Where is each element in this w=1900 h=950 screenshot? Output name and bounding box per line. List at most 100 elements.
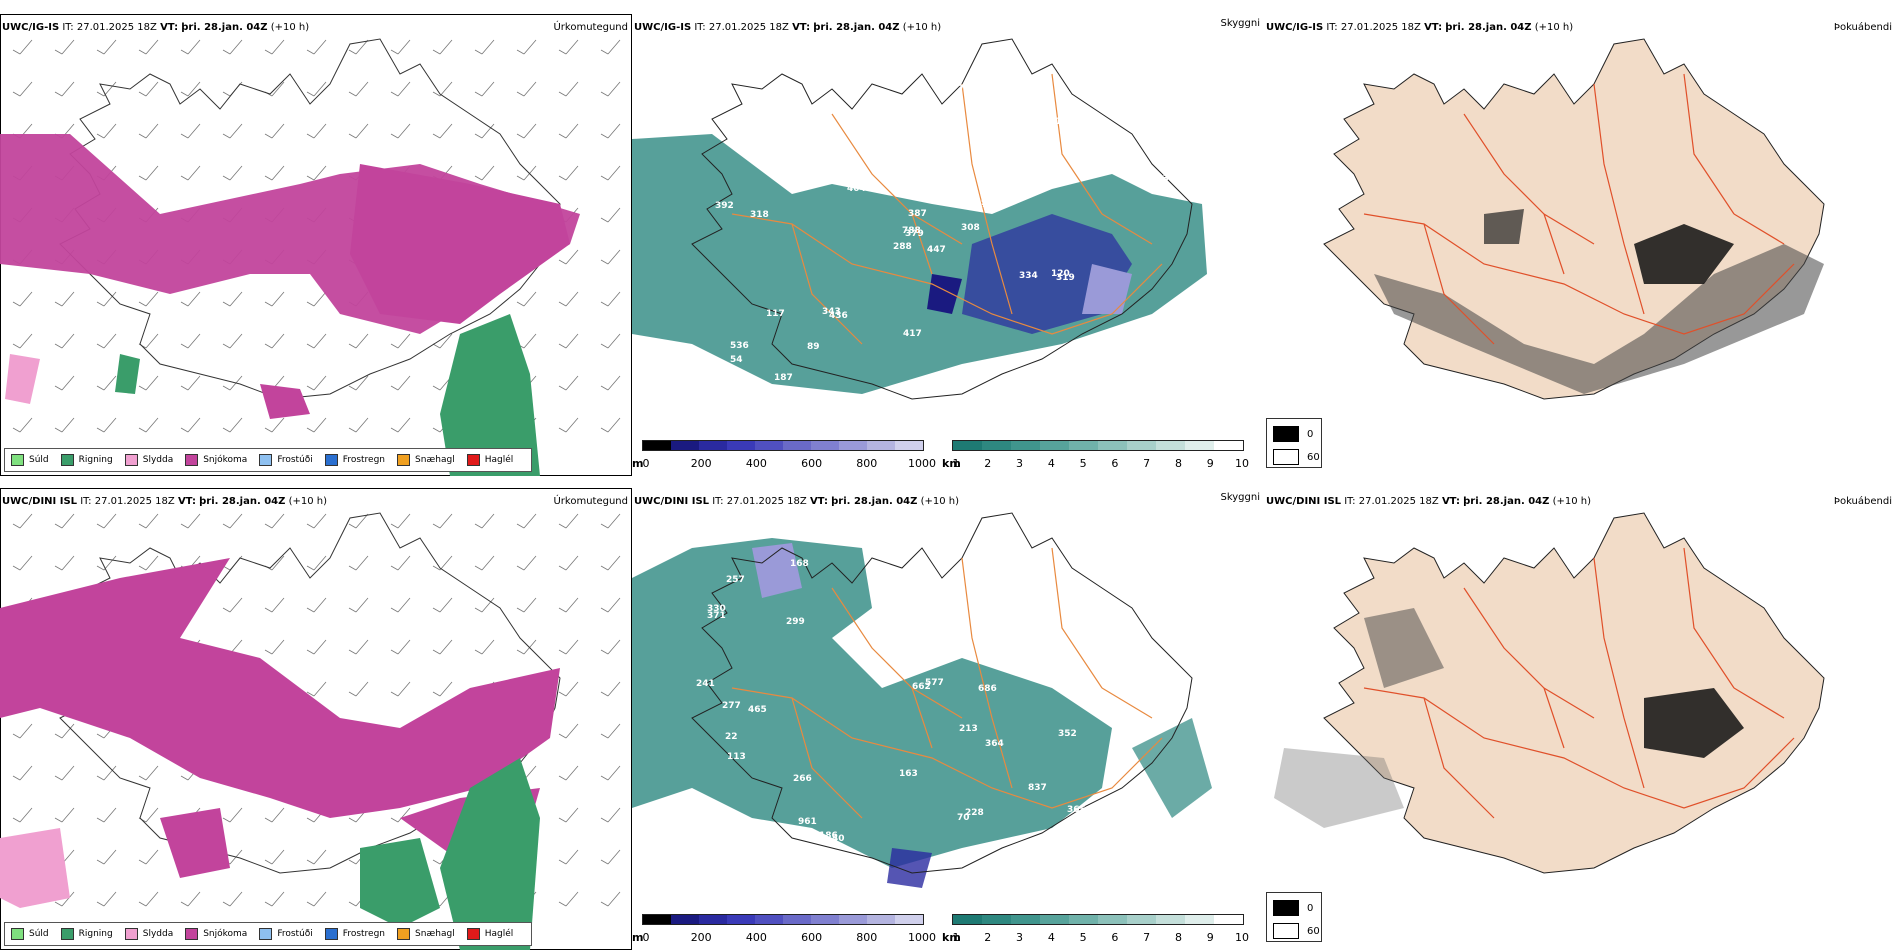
wind-barb (54, 417, 75, 433)
cloud-base-labels: 447 346 379 536 471 436 741 377 383 308 962 384 318 3… (715, 84, 1170, 383)
colorbar-tick: 2 (984, 457, 992, 470)
cloud-base-label: 70 (957, 813, 970, 823)
wind-barb (390, 681, 411, 697)
wind-barb (12, 81, 33, 97)
wind-barb (348, 123, 369, 139)
cloud-base-label: 417 (903, 329, 922, 339)
colorbar-strip (642, 914, 924, 925)
cloud-base-label: 369 (1014, 161, 1033, 171)
cloud-base-label: 78 (918, 148, 931, 158)
wind-barb (348, 555, 369, 571)
panel-header: UWC/DINI ISL IT: 27.01.2025 18Z VT: þri.… (634, 496, 960, 507)
cloud-base-label: 577 (925, 678, 944, 688)
wind-barb (96, 39, 117, 55)
wind-barb (222, 291, 243, 307)
cloud-base-label: 163 (899, 769, 918, 779)
precip-type-legend: Súld Rigning Slydda Snjókoma Frostúði Frostre… (4, 448, 533, 472)
cloud-base-label: 364 (889, 554, 908, 564)
wind-barb (96, 417, 117, 433)
wind-barb (96, 513, 117, 529)
cloud-base-label: 447 (927, 245, 946, 255)
colorbar-tick: 600 (801, 457, 823, 470)
wind-barb (390, 81, 411, 97)
panel-title: Þokuábendi (1833, 22, 1892, 33)
colorbar-tick: 1000 (908, 457, 936, 470)
legend-swatch (60, 928, 74, 940)
legend-item: Slydda (124, 454, 173, 466)
wind-barb (348, 39, 369, 55)
cloud-map-dini: 241 801 296 774 330 440 465 555 430 836 577 352 364 3… (632, 512, 1212, 888)
cloud-base-label: 352 (1058, 729, 1077, 739)
wind-barb (222, 123, 243, 139)
colorbar-tick: 8 (1174, 457, 1182, 470)
wind-barb (12, 417, 33, 433)
legend-swatch (11, 928, 24, 940)
legend-label: Frostregn (342, 455, 386, 465)
wind-barb (54, 891, 75, 907)
legend-swatch (259, 454, 273, 466)
wind-barb (12, 291, 33, 307)
cloud-base-label: 837 (1028, 783, 1047, 793)
fog-panel-igis: UWC/IG-IS IT: 27.01.2025 18Z VT: þri. 28… (1264, 14, 1896, 476)
wind-barb (180, 513, 201, 529)
wind-barb (558, 807, 579, 823)
cloud-base-label: 213 (959, 724, 978, 734)
colorbar-tick: 0 (642, 931, 650, 944)
wind-barb (264, 123, 285, 139)
wind-barb (180, 291, 201, 307)
wind-barb (138, 513, 159, 529)
wind-barb (558, 765, 579, 781)
wind-barb (348, 81, 369, 97)
cloud-panel-igis: 447 346 379 536 471 436 741 377 383 308 962 384 318 3… (632, 14, 1264, 476)
fog-legend-item: 60 (1273, 923, 1321, 939)
cloud-base-label: 120 (1051, 269, 1070, 279)
wind-barb (474, 81, 495, 97)
visibility-colorbar: km 1 2 3 4 5 6 7 8 9 10 (942, 440, 1249, 470)
wind-barb (558, 417, 579, 433)
wind-barb (516, 513, 537, 529)
colorbar-tick: 2 (984, 931, 992, 944)
wind-barb (264, 849, 285, 865)
wind-barb (306, 81, 327, 97)
wind-barb (600, 513, 621, 529)
wind-barb (558, 39, 579, 55)
cloud-base-label: 801 (912, 563, 931, 573)
cloud-base-label: 415 (1049, 117, 1068, 127)
wind-barb (516, 39, 537, 55)
wind-barb (138, 555, 159, 571)
legend-swatch (259, 928, 273, 940)
wind-barb (222, 39, 243, 55)
legend-swatch (60, 454, 74, 466)
colorbar-tick: 9 (1206, 457, 1214, 470)
colorbar-tick: 600 (801, 931, 823, 944)
wind-barb (558, 597, 579, 613)
colorbar-tick: 3 (1016, 931, 1024, 944)
wind-barb (222, 417, 243, 433)
wind-barb (558, 333, 579, 349)
colorbar-tick: 10 (1235, 931, 1249, 944)
cloud-base-labels: 241 801 296 774 330 440 465 555 430 836 577 352 364 3… (696, 554, 1170, 860)
legend-swatch (397, 928, 411, 940)
wind-barb (390, 123, 411, 139)
cloud-base-label: 54 (730, 355, 743, 365)
wind-barb (390, 597, 411, 613)
legend-label: Snæhagl (415, 455, 455, 465)
cloud-base-label: 640 (1062, 669, 1081, 679)
colorbar-strip (642, 440, 924, 451)
wind-barb (474, 39, 495, 55)
cloud-base-label: 346 (747, 150, 766, 160)
wind-barb (12, 39, 33, 55)
wind-barb (138, 849, 159, 865)
cloud-base-label: 319 (1056, 273, 1075, 283)
wind-barb (516, 165, 537, 181)
wind-barb (474, 165, 495, 181)
wind-barb (264, 165, 285, 181)
wind-barb (12, 765, 33, 781)
wind-barb (600, 639, 621, 655)
wind-barb (138, 81, 159, 97)
wind-barb (558, 81, 579, 97)
wind-barb (390, 39, 411, 55)
cloud-base-label: 73 (958, 84, 971, 94)
cloud-base-label: 168 (790, 559, 809, 569)
wind-barb (600, 291, 621, 307)
